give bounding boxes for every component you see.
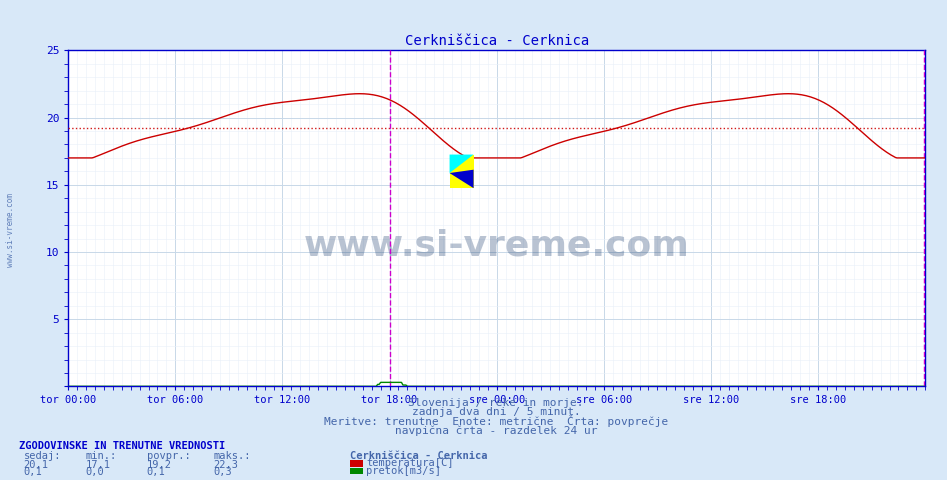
Polygon shape xyxy=(450,155,474,173)
Text: 0,1: 0,1 xyxy=(24,467,43,477)
Text: ZGODOVINSKE IN TRENUTNE VREDNOSTI: ZGODOVINSKE IN TRENUTNE VREDNOSTI xyxy=(19,441,225,451)
Text: 22,3: 22,3 xyxy=(213,459,238,469)
Text: pretok[m3/s]: pretok[m3/s] xyxy=(366,466,441,476)
Text: 19,2: 19,2 xyxy=(147,459,171,469)
Bar xyxy=(450,155,474,188)
Text: www.si-vreme.com: www.si-vreme.com xyxy=(6,193,15,267)
Text: min.:: min.: xyxy=(85,451,116,461)
Text: Cerkniščica - Cerknica: Cerkniščica - Cerknica xyxy=(350,451,488,461)
Text: www.si-vreme.com: www.si-vreme.com xyxy=(304,228,689,262)
Text: temperatura[C]: temperatura[C] xyxy=(366,458,454,468)
Title: Cerkniščica - Cerknica: Cerkniščica - Cerknica xyxy=(404,34,589,48)
Text: Slovenija / reke in morje.: Slovenija / reke in morje. xyxy=(408,397,584,408)
Text: Meritve: trenutne  Enote: metrične  Črta: povprečje: Meritve: trenutne Enote: metrične Črta: … xyxy=(324,415,669,427)
Text: 0,3: 0,3 xyxy=(213,467,232,477)
Text: zadnja dva dni / 5 minut.: zadnja dva dni / 5 minut. xyxy=(412,407,581,417)
Text: maks.:: maks.: xyxy=(213,451,251,461)
Text: 17,1: 17,1 xyxy=(85,459,110,469)
Polygon shape xyxy=(450,170,474,188)
Text: povpr.:: povpr.: xyxy=(147,451,190,461)
Text: 0,0: 0,0 xyxy=(85,467,104,477)
Text: 0,1: 0,1 xyxy=(147,467,166,477)
Text: 20,1: 20,1 xyxy=(24,459,48,469)
Text: sedaj:: sedaj: xyxy=(24,451,62,461)
Text: navpična črta - razdelek 24 ur: navpična črta - razdelek 24 ur xyxy=(395,426,598,436)
